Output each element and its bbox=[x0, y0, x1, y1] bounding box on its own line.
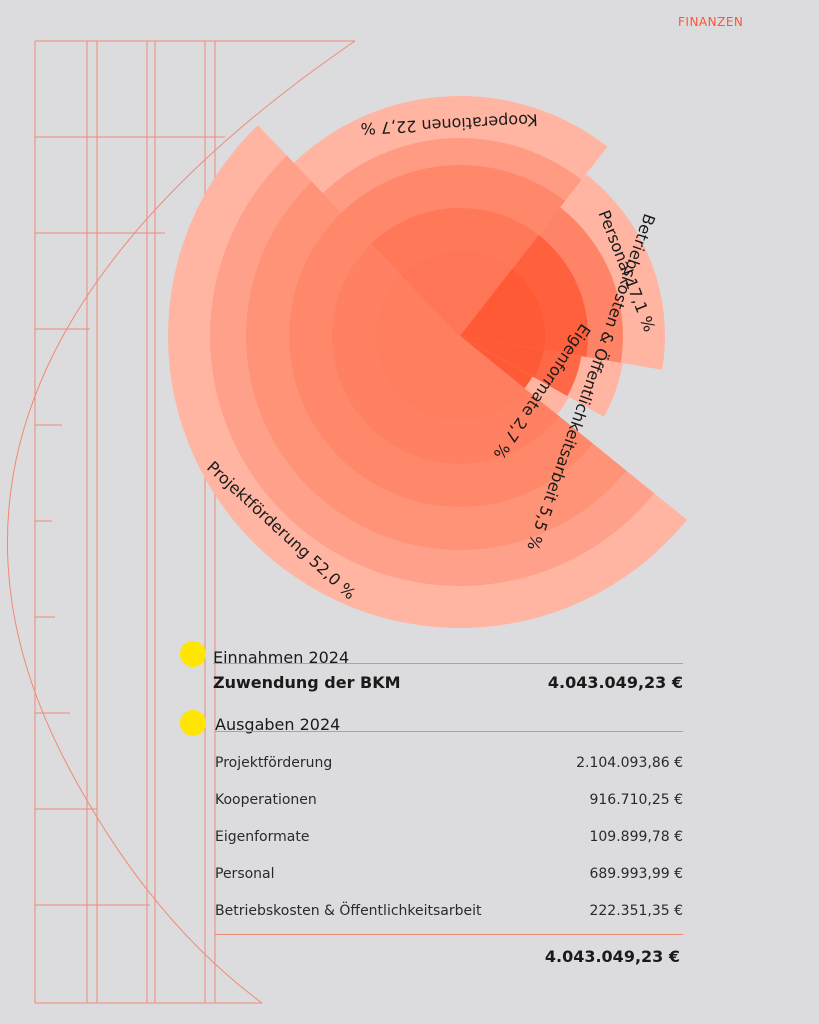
pie-slice-ring bbox=[322, 138, 582, 336]
expenses-title: Ausgaben 2024 bbox=[215, 715, 341, 734]
pie-slice-ring bbox=[460, 336, 582, 397]
expense-row-amount: 109.899,78 € bbox=[589, 829, 683, 845]
expenses-marker-dot bbox=[180, 710, 206, 736]
expense-row-amount: 222.351,35 € bbox=[589, 903, 683, 919]
expense-row-amount: 916.710,25 € bbox=[589, 792, 683, 808]
chart-slices bbox=[168, 95, 687, 629]
expense-row-label: Eigenformate bbox=[215, 829, 310, 845]
expense-row-amount: 689.993,99 € bbox=[589, 866, 683, 882]
pie-slice-ring bbox=[460, 207, 623, 363]
pie-slice-ring bbox=[210, 155, 655, 586]
expense-row-label: Betriebskosten & Öffentlichkeitsarbeit bbox=[215, 903, 482, 919]
income-label: Zuwendung der BKM bbox=[213, 673, 401, 692]
expense-row-label: Kooperationen bbox=[215, 792, 317, 808]
section-label: FINANZEN bbox=[678, 15, 744, 29]
pie-slice-ring bbox=[460, 336, 533, 389]
pie-slice-ring bbox=[245, 181, 627, 550]
expense-row-label: Personal bbox=[215, 866, 275, 882]
income-divider bbox=[213, 663, 683, 664]
income-amount: 4.043.049,23 € bbox=[547, 673, 683, 692]
income-title: Einnahmen 2024 bbox=[213, 648, 350, 667]
expense-row-label: Projektförderung bbox=[215, 755, 333, 771]
expenses-total: 4.043.049,23 € bbox=[544, 947, 680, 966]
expenses-divider bbox=[215, 731, 683, 732]
income-marker-dot bbox=[180, 641, 206, 667]
total-divider bbox=[215, 934, 683, 935]
expense-row-amount: 2.104.093,86 € bbox=[576, 755, 683, 771]
